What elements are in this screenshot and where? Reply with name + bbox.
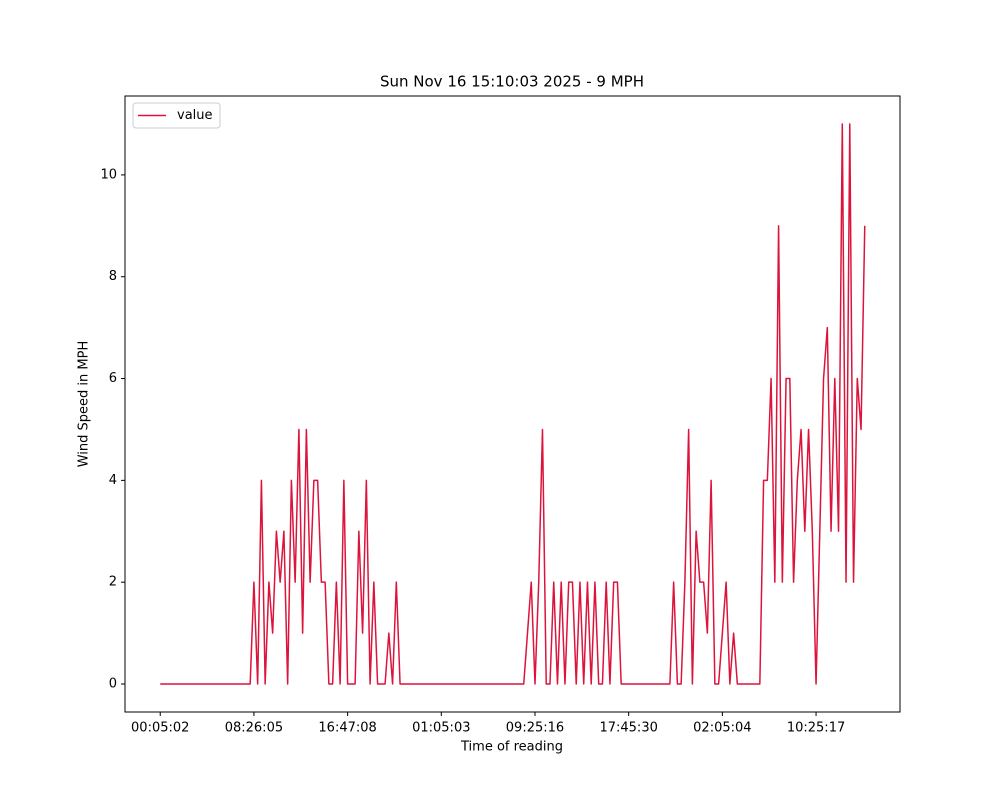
y-tick-label: 10	[100, 167, 117, 182]
y-tick-label: 0	[109, 677, 117, 692]
x-tick-label: 00:05:02	[131, 721, 189, 736]
y-tick-label: 2	[109, 575, 117, 590]
x-tick-label: 09:25:16	[506, 721, 564, 736]
x-axis-label: Time of reading	[460, 740, 563, 755]
legend-label: value	[177, 108, 213, 123]
x-tick-label: 01:05:03	[412, 721, 470, 736]
x-tick-label: 17:45:30	[599, 721, 657, 736]
x-tick-label: 08:26:05	[225, 721, 283, 736]
y-axis-label: Wind Speed in MPH	[77, 341, 92, 468]
y-tick-label: 6	[109, 371, 117, 386]
y-tick-label: 4	[109, 473, 117, 488]
legend-box	[132, 102, 221, 129]
chart-title: Sun Nov 16 15:10:03 2025 - 9 MPH	[380, 73, 644, 91]
y-tick-label: 8	[109, 269, 117, 284]
x-tick-label: 16:47:08	[318, 721, 376, 736]
plot-frame	[124, 95, 901, 713]
data-line	[160, 123, 866, 685]
x-tick-label: 02:05:04	[693, 721, 751, 736]
x-tick-label: 10:25:17	[787, 721, 845, 736]
